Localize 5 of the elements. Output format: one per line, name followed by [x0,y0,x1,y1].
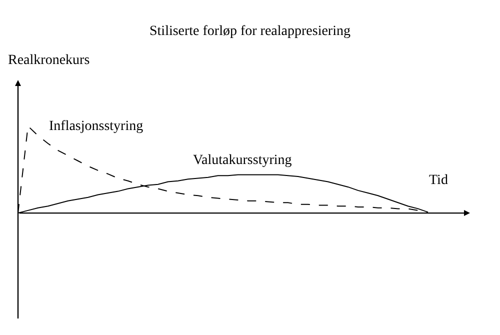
x-axis-title: Tid [429,173,448,188]
series-label: Inflasjonsstyring [49,119,144,134]
series-label: Valutakursstyring [193,153,292,168]
chart-title: Stiliserte forløp for realappresiering [150,24,350,39]
y-axis-title: Realkronekurs [8,53,90,68]
